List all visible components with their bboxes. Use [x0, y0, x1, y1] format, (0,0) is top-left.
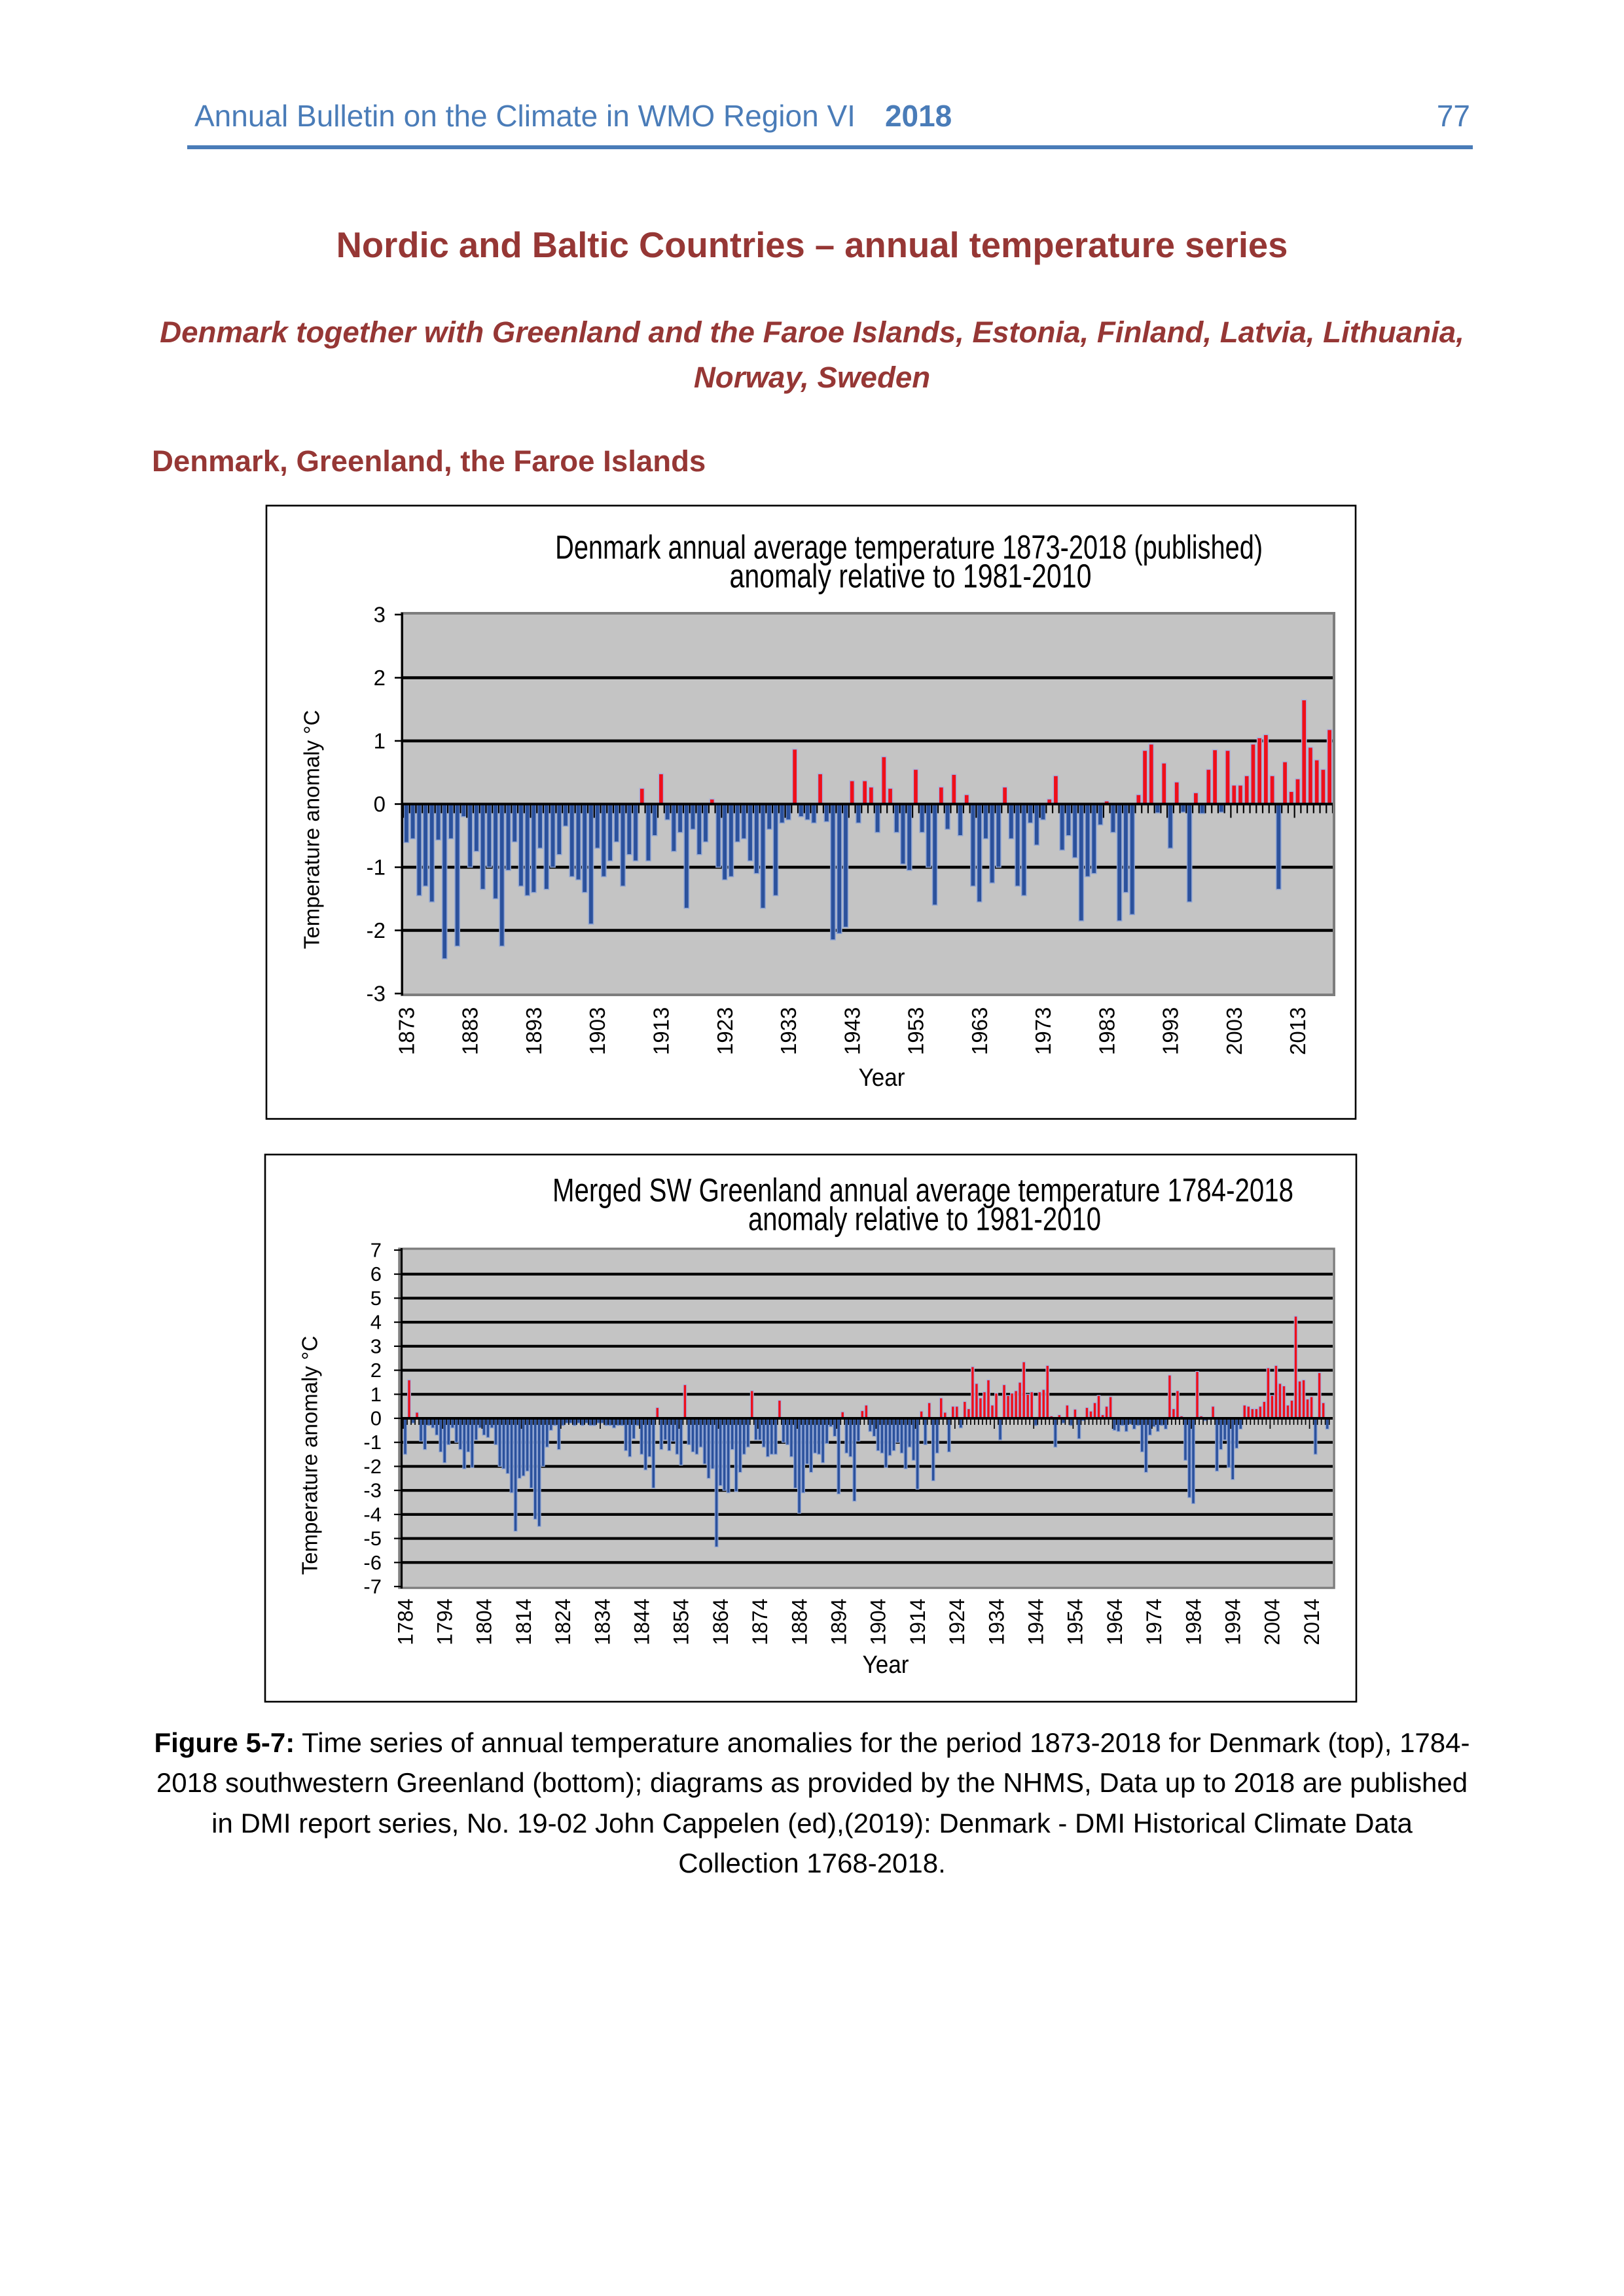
- svg-text:1824: 1824: [551, 1599, 575, 1645]
- svg-text:1923: 1923: [713, 1007, 737, 1055]
- svg-text:-2: -2: [367, 918, 386, 942]
- svg-text:1993: 1993: [1159, 1007, 1183, 1055]
- svg-text:-3: -3: [363, 1479, 382, 1502]
- svg-text:anomaly relative to 1981-2010: anomaly relative to 1981-2010: [730, 558, 1092, 595]
- svg-text:1984: 1984: [1182, 1599, 1205, 1645]
- svg-text:3: 3: [374, 603, 386, 627]
- svg-text:1974: 1974: [1142, 1599, 1166, 1645]
- svg-text:1964: 1964: [1103, 1599, 1127, 1645]
- svg-text:7: 7: [370, 1239, 382, 1262]
- svg-text:1844: 1844: [630, 1599, 654, 1645]
- svg-text:-7: -7: [363, 1575, 382, 1598]
- svg-text:1794: 1794: [433, 1599, 457, 1645]
- svg-text:1864: 1864: [709, 1599, 732, 1645]
- svg-text:2013: 2013: [1286, 1007, 1310, 1055]
- svg-text:1953: 1953: [904, 1007, 928, 1055]
- svg-text:1903: 1903: [585, 1007, 609, 1055]
- svg-text:-5: -5: [363, 1527, 382, 1550]
- svg-text:1834: 1834: [590, 1599, 614, 1645]
- svg-text:0: 0: [370, 1407, 382, 1430]
- svg-text:1924: 1924: [945, 1599, 969, 1645]
- svg-text:3: 3: [370, 1335, 382, 1357]
- svg-text:Merged SW Greenland annual ave: Merged SW Greenland annual average tempe…: [552, 1172, 1293, 1209]
- svg-text:Temperature anomaly °C: Temperature anomaly °C: [300, 710, 324, 949]
- svg-text:1873: 1873: [395, 1007, 419, 1055]
- svg-text:Temperature anomaly °C: Temperature anomaly °C: [298, 1336, 322, 1575]
- svg-text:4: 4: [370, 1311, 382, 1334]
- svg-text:-1: -1: [367, 855, 386, 880]
- svg-text:1874: 1874: [748, 1599, 772, 1645]
- svg-text:5: 5: [370, 1287, 382, 1310]
- svg-text:1884: 1884: [787, 1599, 811, 1645]
- svg-text:2004: 2004: [1261, 1599, 1284, 1645]
- svg-text:1904: 1904: [867, 1599, 890, 1645]
- svg-text:1: 1: [370, 1383, 382, 1406]
- svg-text:1973: 1973: [1031, 1007, 1055, 1055]
- svg-text:-6: -6: [363, 1551, 382, 1574]
- svg-text:1963: 1963: [967, 1007, 992, 1055]
- svg-text:1784: 1784: [393, 1599, 417, 1645]
- svg-text:-2: -2: [363, 1455, 382, 1478]
- svg-text:6: 6: [370, 1263, 382, 1285]
- svg-text:1944: 1944: [1024, 1599, 1048, 1645]
- svg-text:2014: 2014: [1300, 1599, 1324, 1645]
- svg-text:1934: 1934: [984, 1599, 1008, 1645]
- svg-text:1883: 1883: [458, 1007, 482, 1055]
- svg-text:-1: -1: [363, 1431, 382, 1454]
- svg-text:1933: 1933: [776, 1007, 801, 1055]
- svg-text:1983: 1983: [1094, 1007, 1119, 1055]
- svg-text:1943: 1943: [840, 1007, 864, 1055]
- svg-text:Year: Year: [859, 1064, 905, 1092]
- svg-text:1994: 1994: [1221, 1599, 1245, 1645]
- svg-text:1854: 1854: [670, 1599, 693, 1645]
- svg-text:1: 1: [374, 729, 386, 753]
- svg-text:1804: 1804: [473, 1599, 496, 1645]
- svg-text:2: 2: [370, 1359, 382, 1382]
- svg-text:1954: 1954: [1064, 1599, 1087, 1645]
- svg-text:-4: -4: [363, 1503, 382, 1526]
- svg-text:2003: 2003: [1222, 1007, 1246, 1055]
- svg-text:Year: Year: [863, 1651, 909, 1679]
- svg-text:1814: 1814: [512, 1599, 535, 1645]
- svg-text:1913: 1913: [649, 1007, 674, 1055]
- svg-text:anomaly relative to 1981-2010: anomaly relative to 1981-2010: [748, 1200, 1101, 1237]
- svg-text:2: 2: [374, 666, 386, 690]
- svg-text:1894: 1894: [827, 1599, 851, 1645]
- svg-text:Denmark annual average tempera: Denmark annual average temperature 1873-…: [555, 529, 1263, 566]
- svg-text:0: 0: [374, 792, 386, 816]
- svg-text:-3: -3: [367, 982, 386, 1006]
- svg-text:1893: 1893: [522, 1007, 546, 1055]
- svg-text:1914: 1914: [906, 1599, 929, 1645]
